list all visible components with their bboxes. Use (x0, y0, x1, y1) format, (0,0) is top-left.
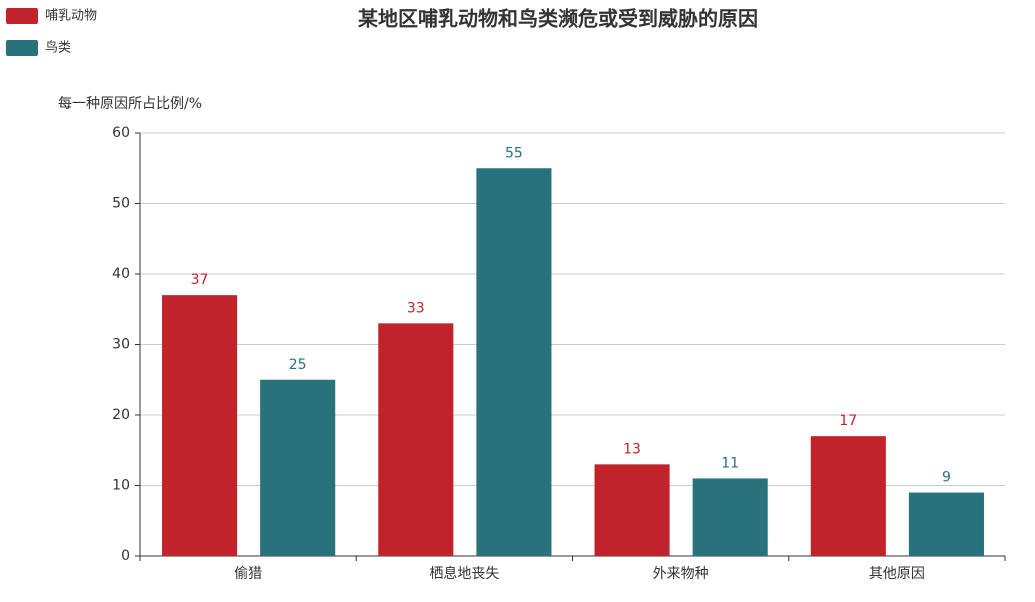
y-tick-label: 30 (112, 337, 130, 353)
y-axis-label: 每一种原因所占比例/% (58, 96, 202, 112)
bar (692, 478, 768, 556)
bar (594, 464, 670, 556)
bar (162, 295, 238, 556)
y-tick-label: 60 (112, 125, 130, 141)
x-tick-label: 其他原因 (869, 566, 925, 582)
bar (908, 492, 984, 556)
bar (476, 168, 552, 556)
x-tick-label: 栖息地丧失 (429, 565, 499, 582)
value-label: 25 (289, 357, 307, 373)
value-label: 13 (623, 441, 641, 457)
value-label: 33 (407, 300, 425, 316)
bar (260, 379, 336, 556)
value-label: 55 (505, 145, 523, 161)
value-label: 9 (942, 470, 951, 486)
x-tick-label: 外来物种 (653, 566, 709, 582)
bar (810, 436, 886, 556)
y-tick-label: 0 (121, 548, 130, 564)
bar (378, 323, 454, 556)
y-tick-label: 20 (112, 407, 130, 423)
legend-label: 哺乳动物 (45, 9, 97, 24)
y-tick-label: 10 (112, 478, 130, 494)
value-label: 17 (839, 413, 857, 429)
chart-title: 某地区哺乳动物和鸟类濒危或受到威胁的原因 (358, 7, 758, 31)
legend-swatch (6, 40, 38, 56)
y-tick-label: 40 (112, 266, 130, 282)
x-tick-label: 偷猎 (234, 566, 262, 582)
y-tick-label: 50 (112, 196, 130, 212)
legend-label: 鸟类 (45, 40, 71, 56)
legend-swatch (6, 8, 38, 24)
value-label: 11 (721, 455, 739, 471)
value-label: 37 (191, 272, 209, 288)
